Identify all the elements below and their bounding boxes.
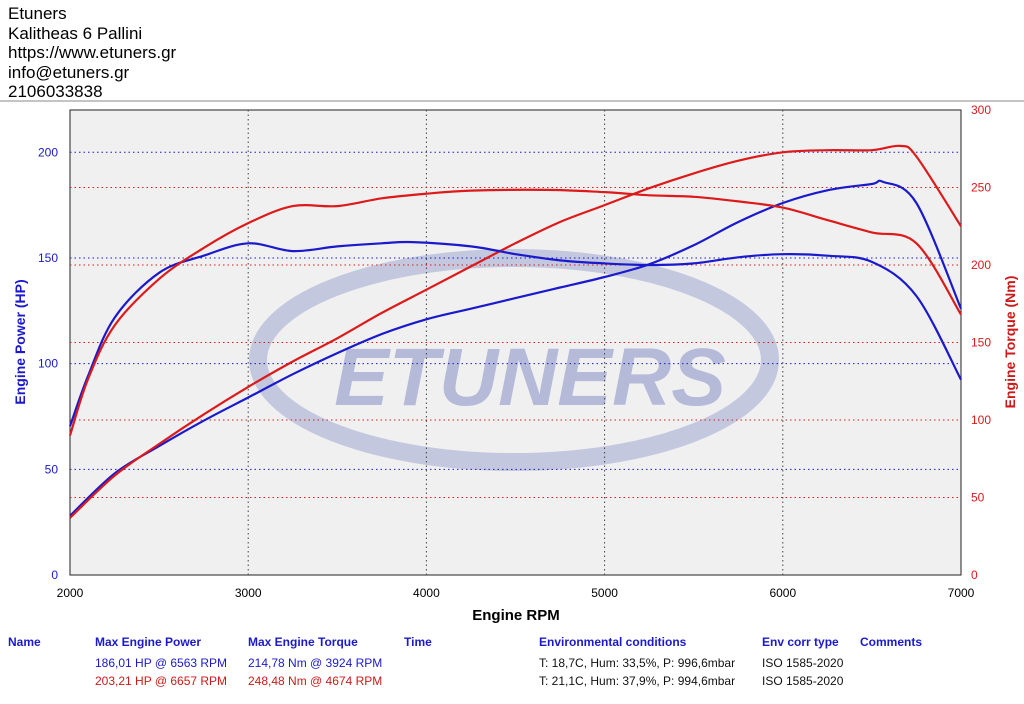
col-name-header: Name [8,635,41,649]
x-tick-label: 3000 [235,586,262,600]
row2-environment: T: 21,1C, Hum: 37,9%, P: 994,6mbar [539,674,736,688]
x-tick-label: 7000 [948,586,975,600]
row2-max-torque: 248,48 Nm @ 4674 RPM [248,674,383,688]
col-comments-header: Comments [860,635,923,649]
row1-max-power: 186,01 HP @ 6563 RPM [95,656,228,670]
x-tick-label: 2000 [57,586,84,600]
shop-header: Etuners Kalitheas 6 Pallini https://www.… [8,4,176,102]
col-corr-type-header: Env corr type [762,635,839,649]
y-right-tick-label: 50 [971,491,985,505]
y-axis-left-label: Engine Power (HP) [12,279,28,404]
col-environment-header: Environmental conditions [539,635,687,649]
row1-environment: T: 18,7C, Hum: 33,5%, P: 996,6mbar [539,656,736,670]
y-left-tick-label: 150 [38,251,58,265]
row1-max-torque: 214,78 Nm @ 3924 RPM [248,656,383,670]
dyno-chart: ETUNERS 2000 3000 4000 5000 6000 700005010015… [0,100,1024,624]
row2-corr-type: ISO 1585-2020 [762,674,844,688]
y-right-tick-label: 100 [971,413,991,427]
shop-email: info@etuners.gr [8,62,130,82]
y-left-tick-label: 0 [51,568,58,582]
data-series [68,144,963,519]
shop-phone: 2106033838 [8,82,103,101]
etuners-watermark-logo: ETUNERS [249,249,779,471]
shop-website: https://www.etuners.gr [8,43,177,62]
results-table: Name Max Engine Power Max Engine Torque … [0,628,1024,704]
axis-ticks: 2000 3000 4000 5000 6000 70000501001502000501… [38,103,991,600]
col-max-torque-header: Max Engine Torque [248,635,358,649]
row1-corr-type: ISO 1585-2020 [762,656,844,670]
y-left-tick-label: 50 [45,462,59,476]
watermark-text: ETUNERS [334,332,726,423]
y-right-tick-label: 150 [971,336,991,350]
power-curve-tuned [69,144,962,519]
col-max-power-header: Max Engine Power [95,635,202,649]
y-left-tick-label: 200 [38,145,58,159]
y-axis-right-label: Engine Torque (Nm) [1002,276,1018,409]
y-right-tick-label: 0 [971,568,978,582]
y-right-tick-label: 250 [971,181,991,195]
x-tick-label: 4000 [413,586,440,600]
x-tick-label: 6000 [769,586,796,600]
x-tick-label: 5000 [591,586,618,600]
col-time-header: Time [404,635,432,649]
x-axis-label: Engine RPM [472,607,560,624]
y-right-tick-label: 300 [971,103,991,117]
row2-max-power: 203,21 HP @ 6657 RPM [95,674,228,688]
torque-curve-tuned [68,188,962,436]
shop-address: Kalitheas 6 Pallini [8,23,143,43]
power-curve-stock [69,179,963,517]
y-left-tick-label: 100 [38,357,58,371]
grid-lines [70,110,961,575]
shop-name: Etuners [8,4,67,23]
y-right-tick-label: 200 [971,258,991,272]
